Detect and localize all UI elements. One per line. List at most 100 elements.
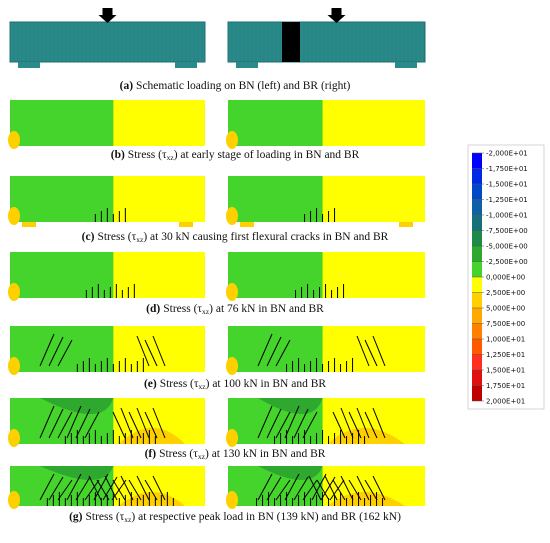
crack: [364, 411, 378, 439]
crack: [329, 479, 345, 501]
legend-label: -5,000E+00: [486, 243, 528, 251]
caption-text: ) at 30 kN causing first flexural cracks…: [143, 231, 388, 243]
crack: [356, 407, 370, 439]
crack: [144, 411, 158, 439]
crack: [84, 411, 100, 439]
beam-yellow: [322, 252, 425, 298]
stress-zone: [118, 427, 185, 444]
legend-swatch: [472, 292, 482, 308]
caption: (e) Stress (τxz) at 100 kN in BN and BR: [144, 378, 326, 391]
crack: [293, 408, 309, 439]
crack: [364, 339, 378, 367]
caption-text: Stress (τ: [85, 511, 124, 523]
support: [179, 222, 193, 227]
crack: [39, 405, 55, 439]
crack: [111, 479, 127, 501]
legend-label: 1,750E+01: [486, 382, 525, 390]
caption: (c) Stress (τxz) at 30 kN causing first f…: [82, 231, 389, 244]
legend-label: 1,250E+01: [486, 351, 525, 359]
support: [240, 222, 254, 227]
crack: [275, 479, 291, 501]
caption-text: ) at respective peak load in BN (139 kN)…: [131, 511, 401, 523]
crack: [302, 411, 318, 439]
stress-zone: [226, 207, 238, 225]
crack: [88, 475, 102, 501]
caption-text: Schematic loading on BN (left) and BR (r…: [136, 80, 350, 92]
legend-label: -2,500E+00: [486, 258, 528, 266]
legend-swatch: [472, 168, 482, 184]
legend-swatch: [472, 354, 482, 370]
caption: (f) Stress (τxz) at 130 kN in BN and BR: [145, 448, 326, 461]
legend-label: 1,000E+01: [486, 336, 525, 344]
caption: (g) Stress (τxz) at respective peak load …: [69, 511, 401, 524]
legend-swatch: [472, 246, 482, 262]
crack: [302, 479, 318, 501]
legend-swatch: [472, 339, 482, 355]
crack: [348, 411, 362, 439]
crack: [320, 476, 336, 501]
stress-zone: [226, 357, 238, 375]
support: [18, 62, 40, 68]
stress-zone: [226, 491, 238, 509]
crack: [152, 475, 166, 501]
legend-label: -1,250E+01: [486, 196, 528, 204]
crack: [372, 475, 386, 501]
crack: [340, 407, 354, 439]
stress-zone: [226, 131, 238, 149]
stress-zone: [118, 492, 185, 506]
crack: [39, 473, 55, 501]
crack: [66, 473, 82, 501]
legend-label: -1,750E+01: [486, 165, 528, 173]
caption-text: Stress (τ: [159, 448, 198, 460]
legend-label: 0,000E+00: [486, 274, 525, 282]
legend-swatch: [472, 277, 482, 293]
crack: [257, 405, 273, 439]
caption-subscript: xz: [167, 153, 175, 162]
opening: [282, 22, 300, 62]
caption-subscript: xz: [202, 307, 210, 316]
crack: [324, 475, 338, 501]
beam-yellow: [322, 176, 425, 222]
legend-swatch: [472, 230, 482, 246]
support: [399, 222, 413, 227]
stress-zone: [258, 398, 323, 415]
caption-text: ) at 130 kN in BN and BR: [205, 448, 326, 460]
crack: [332, 411, 346, 439]
crack: [348, 479, 362, 501]
crack: [275, 339, 291, 367]
crack: [266, 336, 282, 367]
beam-yellow: [113, 100, 205, 146]
stress-zone: [8, 429, 20, 447]
legend-swatch: [472, 215, 482, 231]
crack: [311, 473, 327, 501]
caption-label: (c): [82, 231, 95, 243]
crack: [57, 479, 73, 501]
crack: [136, 475, 150, 501]
crack: [364, 479, 378, 501]
caption-subscript: xz: [124, 515, 132, 524]
crack: [96, 479, 110, 501]
support: [175, 62, 197, 68]
legend-label: 7,500E+00: [486, 320, 525, 328]
stress-zone: [8, 491, 20, 509]
stress-zone: [226, 283, 238, 301]
caption-subscript: xz: [199, 382, 207, 391]
legend-swatch: [472, 261, 482, 277]
crack: [128, 479, 142, 501]
caption-subscript: xz: [136, 235, 144, 244]
stress-zone: [8, 283, 20, 301]
crack: [57, 339, 73, 367]
caption-label: (d): [146, 303, 160, 315]
caption-label: (g): [69, 511, 83, 523]
beam-mesh: [9, 21, 206, 63]
crack: [75, 476, 91, 501]
crack: [372, 335, 386, 367]
crack: [144, 339, 158, 367]
crack: [152, 407, 166, 439]
crack: [152, 335, 166, 367]
legend-label: -1,500E+01: [486, 181, 528, 189]
load-arrow: [327, 8, 346, 23]
legend-swatch: [472, 184, 482, 200]
crack: [257, 473, 273, 501]
legend-swatch: [472, 308, 482, 324]
